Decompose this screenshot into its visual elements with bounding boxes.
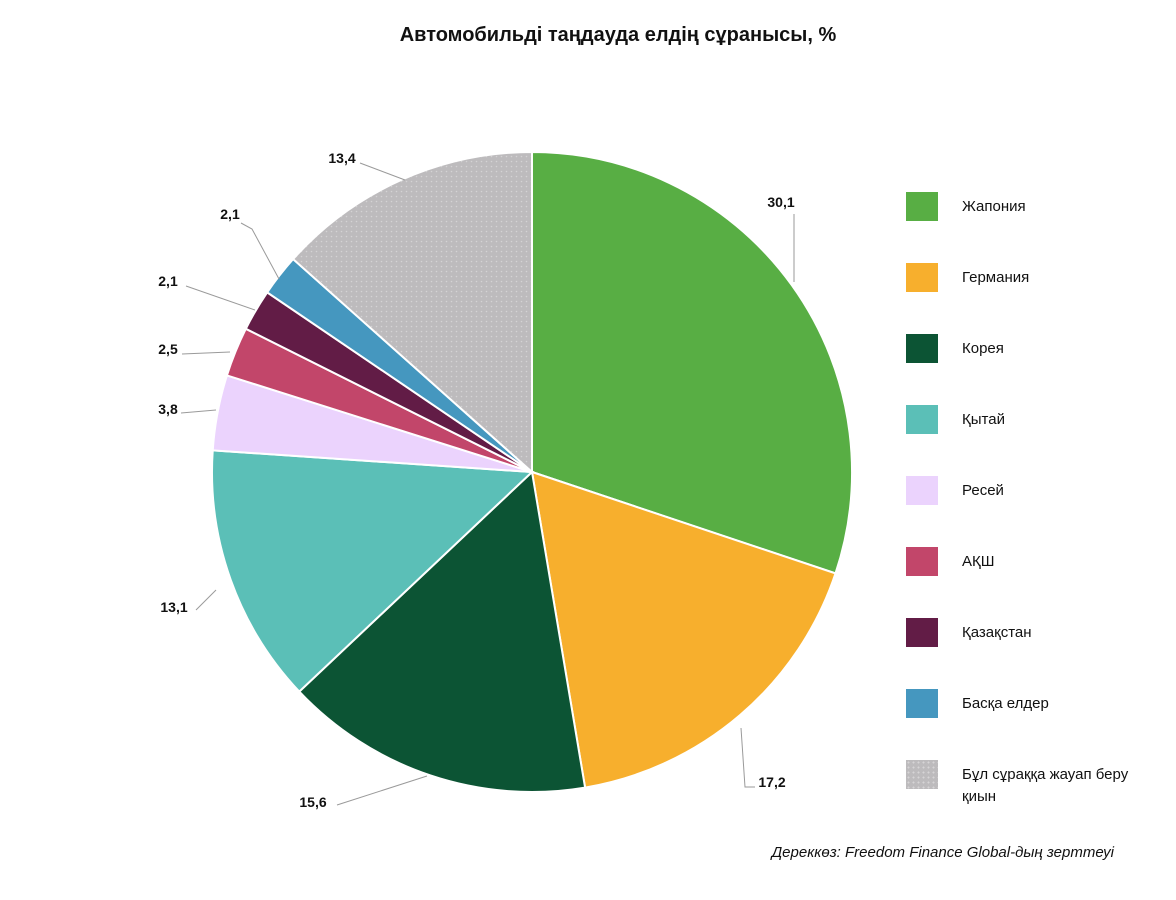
legend-label: Германия — [962, 269, 1030, 286]
leader-line-8 — [240, 222, 280, 280]
data-label-4: 13,1 — [160, 599, 187, 615]
legend-label: Қазақстан — [962, 624, 1032, 641]
pie-slice-3 — [297, 469, 587, 793]
legend-item: Бұл сұраққа жауап беру қиын — [906, 758, 1146, 805]
legend-item: Басқа елдер — [906, 687, 1146, 731]
data-label-9: 13,4 — [328, 150, 355, 166]
data-labels: 30,1 17,2 15,6 13,1 3,8 2,5 2,1 2,1 13,4 — [158, 150, 795, 810]
legend-item: Қытай — [906, 403, 1146, 447]
legend-swatch — [906, 618, 938, 647]
legend-swatch — [906, 334, 938, 363]
pie-slices — [211, 150, 854, 793]
leader-line-7 — [185, 285, 256, 311]
data-label-5: 3,8 — [158, 401, 178, 417]
legend-label: Корея — [962, 340, 1004, 357]
leader-line-5 — [180, 409, 217, 414]
legend-swatch — [906, 476, 938, 505]
data-label-3: 15,6 — [299, 794, 326, 810]
leader-line-3 — [336, 775, 428, 806]
data-label-7: 2,1 — [158, 273, 178, 289]
leader-line-4 — [195, 589, 217, 611]
pie-slice-9 — [291, 150, 533, 475]
leader-line-2 — [740, 727, 755, 788]
legend-swatch — [906, 405, 938, 434]
legend-label: Жапония — [962, 198, 1026, 215]
legend-item: Германия — [906, 261, 1146, 305]
legend-item: АҚШ — [906, 545, 1146, 589]
source-note: Дереккөз: Freedom Finance Global-дың зер… — [771, 844, 1114, 861]
legend-item: Корея — [906, 332, 1146, 376]
leader-line-6 — [181, 351, 231, 355]
legend-item: Жапония — [906, 190, 1146, 234]
leader-line-9 — [359, 162, 406, 181]
legend-label: АҚШ — [962, 553, 995, 570]
legend-swatch — [906, 547, 938, 576]
legend-swatch — [906, 689, 938, 718]
legend-swatch — [906, 760, 938, 789]
legend-label: Ресей — [962, 482, 1004, 499]
legend-label: Қытай — [962, 411, 1005, 428]
legend-swatch — [906, 192, 938, 221]
leader-lines — [180, 162, 795, 806]
legend-item: Қазақстан — [906, 616, 1146, 660]
legend-label: Басқа елдер — [962, 695, 1049, 712]
chart-title: Автомобильді таңдауда елдің сұранысы, % — [399, 24, 837, 46]
legend-item: Ресей — [906, 474, 1146, 518]
pie-slice-1 — [531, 150, 854, 575]
data-label-2: 17,2 — [758, 774, 785, 790]
legend-label: Бұл сұраққа жауап беру қиын — [962, 766, 1129, 805]
legend-swatch — [906, 263, 938, 292]
data-label-6: 2,5 — [158, 341, 178, 357]
pie-slice-2 — [530, 470, 837, 789]
pie-slice-4 — [211, 449, 535, 694]
data-label-1: 30,1 — [767, 194, 794, 210]
data-label-8: 2,1 — [220, 206, 240, 222]
